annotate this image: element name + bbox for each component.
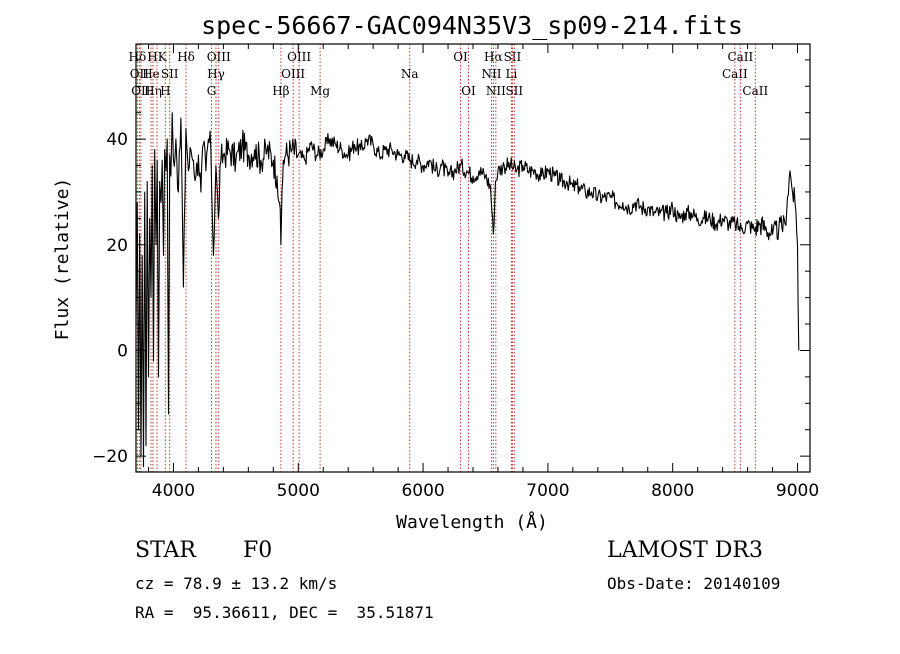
line-markers: HδOIIOIIHeHηHKHSIIHδGHγOIIIHβOIIIOIIIMgN… — [129, 44, 768, 472]
coordinates-text: RA = 95.36611, DEC = 35.51871 — [135, 603, 434, 622]
chart-title: spec-56667-GAC094N35V3_sp09-214.fits — [201, 11, 743, 40]
x-tick-label-0: 4000 — [152, 481, 195, 501]
y-tick-label-3: 40 — [106, 130, 128, 150]
line-label-22: Li — [506, 67, 518, 81]
observation-date: Obs-Date: 20140109 — [607, 574, 781, 593]
axis-ticks: 4000 5000 6000 7000 8000 9000 −20 0 20 40 — [92, 44, 819, 501]
spectrum-series — [135, 112, 800, 468]
line-label-11: OIII — [207, 50, 231, 64]
line-label-23: SII — [504, 50, 522, 64]
x-tick-label-2: 6000 — [401, 481, 444, 501]
line-label-0: Hδ — [129, 50, 147, 64]
line-label-27: CaII — [742, 84, 768, 98]
redshift-text: cz = 78.9 ± 13.2 km/s — [135, 574, 338, 593]
line-label-6: H — [160, 84, 170, 98]
line-label-13: OIII — [281, 67, 305, 81]
line-label-7: SII — [161, 67, 179, 81]
line-label-14: OIII — [287, 50, 311, 64]
line-label-10: Hγ — [207, 67, 225, 81]
x-axis-label: Wavelength (Å) — [396, 511, 548, 533]
line-label-5: HK — [147, 50, 167, 64]
y-tick-label-2: 20 — [106, 236, 128, 256]
line-label-12: Hβ — [272, 84, 289, 98]
line-label-3: He — [142, 67, 160, 81]
line-label-9: G — [207, 84, 217, 98]
line-label-20: Hα — [484, 50, 503, 64]
y-axis-label: Flux (relative) — [52, 178, 73, 341]
object-subclass: F0 — [243, 538, 273, 563]
line-label-1: OII — [130, 67, 150, 81]
line-label-24: SII — [505, 84, 523, 98]
x-tick-label-3: 7000 — [526, 481, 569, 501]
object-class: STAR — [135, 538, 196, 563]
x-tick-label-4: 8000 — [651, 481, 694, 501]
line-label-19: NII — [481, 67, 501, 81]
spectrum-line-0 — [135, 112, 800, 468]
line-label-26: CaII — [727, 50, 753, 64]
plot-frame — [135, 43, 811, 473]
line-label-8: Hδ — [177, 50, 195, 64]
line-label-21: NII — [486, 84, 506, 98]
line-label-18: OI — [461, 84, 476, 98]
y-tick-label-1: 0 — [117, 341, 128, 361]
y-tick-label-0: −20 — [92, 447, 128, 467]
line-label-17: OI — [453, 50, 468, 64]
line-label-25: CaII — [722, 67, 748, 81]
x-tick-label-1: 5000 — [277, 481, 320, 501]
survey-name: LAMOST DR3 — [607, 538, 763, 563]
line-label-16: Na — [401, 67, 419, 81]
x-tick-label-5: 9000 — [776, 481, 819, 501]
line-label-15: Mg — [310, 84, 330, 98]
